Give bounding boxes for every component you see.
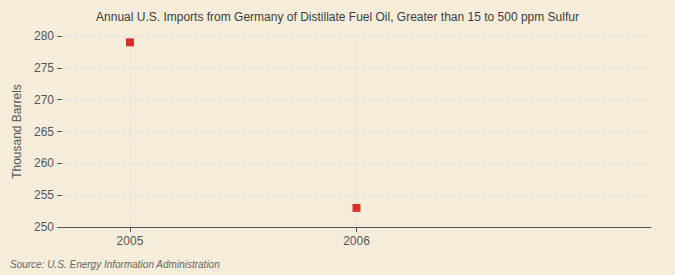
- svg-text:250: 250: [34, 220, 54, 234]
- svg-text:270: 270: [34, 93, 54, 107]
- svg-text:255: 255: [34, 188, 54, 202]
- svg-text:275: 275: [34, 61, 54, 75]
- svg-text:2006: 2006: [343, 234, 370, 248]
- svg-text:Thousand Barrels: Thousand Barrels: [10, 84, 24, 179]
- svg-text:260: 260: [34, 156, 54, 170]
- svg-text:Annual U.S. Imports from Germa: Annual U.S. Imports from Germany of Dist…: [96, 10, 579, 24]
- svg-text:265: 265: [34, 125, 54, 139]
- svg-text:280: 280: [34, 29, 54, 43]
- svg-text:2005: 2005: [117, 234, 144, 248]
- svg-text:Source: U.S. Energy Informatio: Source: U.S. Energy Information Administ…: [10, 259, 220, 270]
